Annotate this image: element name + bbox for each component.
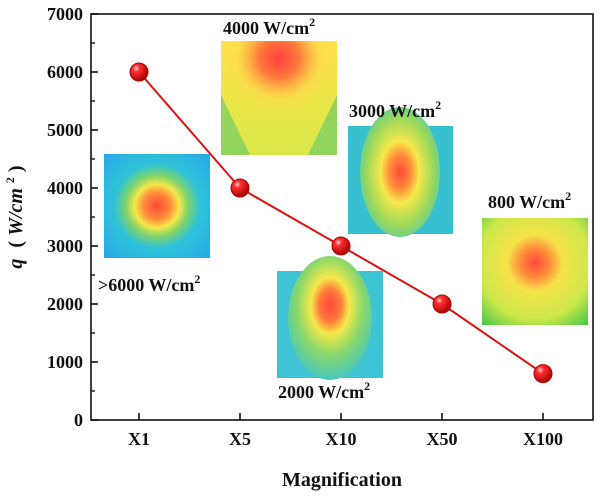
data-point: [230, 178, 250, 198]
y-axis-symbol: q: [5, 259, 27, 269]
annotation-label: 3000 W/cm2: [349, 98, 441, 121]
x-axis-label: Magnification: [282, 469, 402, 491]
y-tick-label: 7000: [47, 4, 83, 24]
annotation-label: 800 W/cm2: [488, 189, 571, 212]
data-point: [331, 236, 351, 256]
annotation-label: 2000 W/cm2: [278, 379, 370, 402]
data-point: [533, 364, 553, 384]
series-markers: [129, 62, 553, 384]
y-tick-label: 5000: [47, 120, 83, 140]
annotation-label: 4000 W/cm2: [223, 15, 315, 38]
annotations: >6000 W/cm2 4000 W/cm2 2000 W/cm2 3000 W/cm…: [98, 15, 571, 402]
y-tick-label: 2000: [47, 294, 83, 314]
data-point: [432, 294, 452, 314]
svg-text:q ( W/cm 2: q ( W/cm 2 ): [0, 165, 27, 268]
data-point: [129, 62, 149, 82]
y-axis-unit-exp: 2: [3, 177, 17, 183]
heatmap-x5: [221, 41, 337, 155]
y-axis-label: q ( W/cm 2 ): [0, 165, 27, 268]
heatmap-x10: [277, 256, 383, 380]
y-tick-label: 6000: [47, 62, 83, 82]
x-axis: X1 X5 X10 X50 X100: [128, 413, 563, 449]
y-axis-unit: W/cm: [5, 188, 27, 236]
x-tick-label: X1: [128, 429, 150, 449]
inset-heatmaps: [104, 41, 588, 380]
y-axis: 0 1000 2000 3000 4000 5000 6000 7000: [47, 4, 98, 430]
y-tick-label: 0: [74, 410, 83, 430]
annotation-label: >6000 W/cm2: [98, 272, 200, 295]
x-tick-label: X5: [229, 429, 251, 449]
y-tick-label: 3000: [47, 236, 83, 256]
y-tick-label: 4000: [47, 178, 83, 198]
heatmap-x50: [348, 107, 453, 237]
x-tick-label: X50: [427, 429, 458, 449]
x-tick-label: X100: [523, 429, 563, 449]
x-tick-label: X10: [326, 429, 357, 449]
y-tick-label: 1000: [47, 352, 83, 372]
heatmap-x100: [482, 218, 588, 325]
heatmap-x1: [104, 154, 210, 258]
